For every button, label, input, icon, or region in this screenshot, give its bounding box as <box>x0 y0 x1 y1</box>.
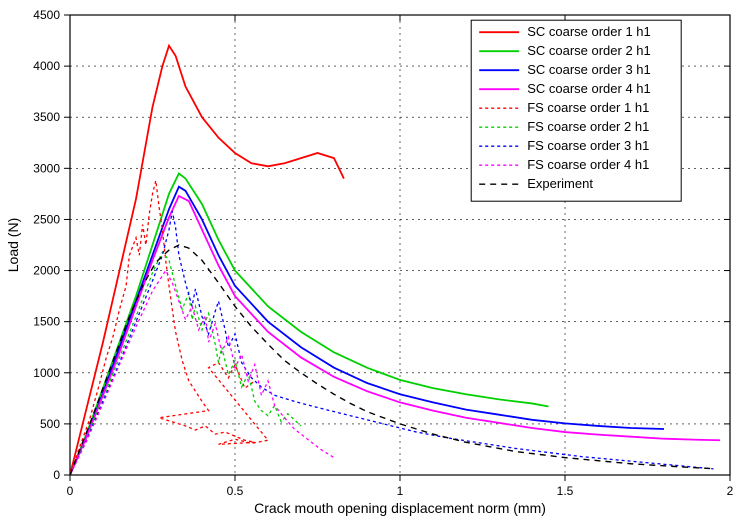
legend-label: SC coarse order 2 h1 <box>527 43 651 58</box>
chart-container: 0 500 1000 1500 2000 2500 3000 3500 4000 4500 0 0.5… <box>0 0 750 525</box>
legend: SC coarse order 1 h1 SC coarse order 2 h1… <box>471 20 681 201</box>
xtick-label: 0.5 <box>227 484 244 498</box>
ylabel: Load (N) <box>5 218 21 272</box>
ytick-label: 500 <box>40 417 60 431</box>
ytick-label: 3000 <box>33 161 60 175</box>
xtick-label: 0 <box>67 484 74 498</box>
ytick-label: 4000 <box>33 59 60 73</box>
xtick-label: 1 <box>397 484 404 498</box>
ytick-label: 2000 <box>33 264 60 278</box>
ytick-label: 3500 <box>33 110 60 124</box>
legend-label: SC coarse order 3 h1 <box>527 62 651 77</box>
ytick-label: 1000 <box>33 366 60 380</box>
xtick-label: 2 <box>727 484 734 498</box>
legend-label: SC coarse order 4 h1 <box>527 81 651 96</box>
legend-label: FS coarse order 2 h1 <box>527 119 649 134</box>
ytick-label: 2500 <box>33 212 60 226</box>
ytick-label: 1500 <box>33 315 60 329</box>
xlabel: Crack mouth opening displacement norm (m… <box>254 500 546 516</box>
xtick-label: 1.5 <box>557 484 574 498</box>
legend-label: Experiment <box>527 176 593 191</box>
ytick-label: 0 <box>53 468 60 482</box>
load-displacement-chart: 0 500 1000 1500 2000 2500 3000 3500 4000 4500 0 0.5… <box>0 0 750 525</box>
legend-label: FS coarse order 1 h1 <box>527 100 649 115</box>
legend-label: FS coarse order 4 h1 <box>527 157 649 172</box>
ytick-label: 4500 <box>33 8 60 22</box>
legend-label: FS coarse order 3 h1 <box>527 138 649 153</box>
legend-label: SC coarse order 1 h1 <box>527 24 651 39</box>
